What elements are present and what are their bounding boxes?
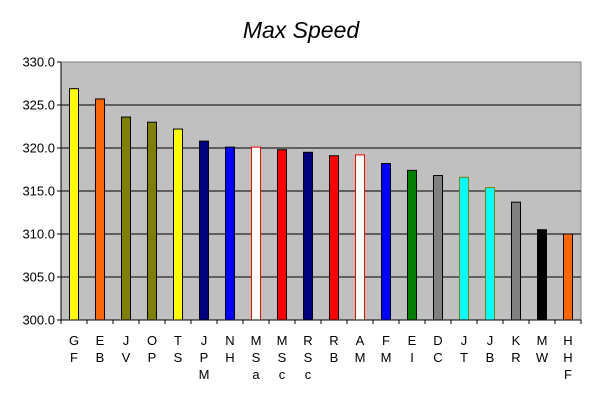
x-tick-label: J [201,333,208,348]
bar [251,146,261,321]
y-tick-label: 305.0 [22,270,55,285]
x-tick-label: c [305,367,312,382]
x-tick-label: B [486,350,495,365]
bar [355,154,365,321]
bar [485,187,495,321]
y-tick-label: 300.0 [22,313,55,328]
x-tick-label: T [460,350,468,365]
x-tick-label: M [381,350,392,365]
x-tick-label: a [252,367,260,382]
x-tick-label: A [356,333,365,348]
x-tick-label: R [303,333,312,348]
bar [511,201,521,321]
x-tick-label: B [96,350,105,365]
bar [381,162,391,321]
y-tick-label: 315.0 [22,184,55,199]
y-tick-label: 330.0 [22,55,55,70]
bar [121,116,131,321]
bar [537,229,547,321]
x-tick-label: F [382,333,390,348]
x-tick-label: J [487,333,494,348]
bar [95,98,105,321]
x-tick-label: F [564,367,572,382]
x-tick-label: B [330,350,339,365]
x-tick-label: E [96,333,105,348]
x-tick-label: V [122,350,131,365]
bar [173,128,183,321]
x-tick-label: C [433,350,442,365]
bar [407,169,417,321]
bar [199,140,209,321]
x-tick-label: H [225,350,234,365]
bar [459,176,469,321]
x-tick-label: M [251,333,262,348]
x-tick-label: M [277,333,288,348]
x-tick-label: c [279,367,286,382]
x-tick-label: M [537,333,548,348]
bar [69,88,79,321]
x-tick-label: D [433,333,442,348]
y-axis-ticks: 300.0 305.0 310.0 315.0 320.0 325.0 330.0 [22,55,61,328]
y-tick-label: 325.0 [22,98,55,113]
x-tick-label: W [536,350,549,365]
chart-title: Max Speed [243,17,361,43]
x-axis-ticks: GFEBJVOPTSJPMNHMSaMScRScRBAMFMEIDCJTJBKR… [60,320,582,382]
x-tick-label: M [355,350,366,365]
x-tick-label: K [512,333,521,348]
x-tick-label: H [563,350,572,365]
bar [433,175,443,321]
x-tick-label: H [563,333,572,348]
x-tick-label: S [252,350,261,365]
x-tick-label: S [174,350,183,365]
x-tick-label: M [199,367,210,382]
x-tick-label: R [329,333,338,348]
x-tick-label: J [461,333,468,348]
x-tick-label: J [123,333,130,348]
x-tick-label: T [174,333,182,348]
x-tick-label: G [69,333,79,348]
bar [563,233,573,321]
bar [329,155,339,321]
x-tick-label: S [304,350,313,365]
x-tick-label: N [225,333,234,348]
x-tick-label: S [278,350,287,365]
x-tick-label: R [511,350,520,365]
bar [277,149,287,321]
x-tick-label: E [408,333,417,348]
x-tick-label: P [200,350,209,365]
bar [225,146,235,321]
y-tick-label: 320.0 [22,141,55,156]
bar [303,151,313,321]
x-tick-label: P [148,350,157,365]
y-tick-label: 310.0 [22,227,55,242]
x-tick-label: F [70,350,78,365]
x-tick-label: I [410,350,414,365]
bar [147,121,157,321]
x-tick-label: O [147,333,157,348]
